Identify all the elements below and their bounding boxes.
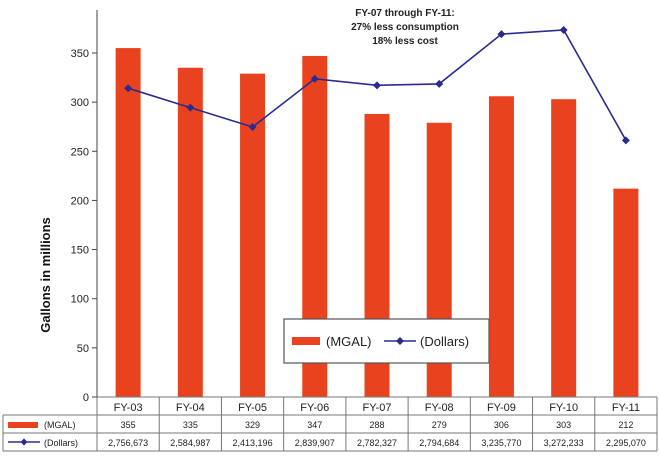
x-tick-label: FY-08	[425, 402, 454, 414]
y-tick-label: 100	[71, 294, 89, 306]
table-cell-mgal: 306	[494, 420, 509, 430]
table-cell-dollars: 2,295,070	[606, 438, 646, 448]
table-row-label-dollars: (Dollars)	[44, 438, 78, 448]
bar-fy-04	[177, 67, 203, 397]
legend: (MGAL) (Dollars)	[283, 318, 490, 364]
table-cell-mgal: 212	[618, 420, 633, 430]
dollars-line	[124, 26, 630, 145]
table-cell-dollars: 2,839,907	[295, 438, 335, 448]
y-tick-label: 50	[77, 343, 89, 355]
annotation-line: 18% less cost	[372, 36, 438, 47]
bar-fy-11	[613, 188, 639, 397]
x-tick-label: FY-09	[487, 402, 516, 414]
bar-fy-03	[115, 48, 141, 397]
x-tick-label: FY-06	[300, 402, 329, 414]
table-cell-mgal: 288	[369, 420, 384, 430]
annotation: FY-07 through FY-11: 27% less consumption…	[351, 8, 459, 47]
y-tick-label: 300	[71, 97, 89, 109]
y-tick-label: 350	[71, 48, 89, 60]
x-tick-label: FY-04	[176, 402, 205, 414]
dollars-marker-fy-05	[248, 123, 257, 131]
dollars-marker-fy-06	[310, 74, 319, 83]
x-tick-label: FY-11	[612, 402, 640, 414]
dollars-marker-fy-08	[435, 79, 444, 88]
legend-marker-dollars	[396, 337, 404, 345]
bar-fy-05	[240, 73, 266, 397]
y-axis-label: Gallons in millions	[38, 217, 53, 333]
annotation-line: FY-07 through FY-11:	[355, 8, 454, 19]
table-row-label-mgal: (MGAL)	[44, 420, 76, 430]
table-cell-mgal: 355	[121, 420, 136, 430]
dollars-marker-fy-07	[373, 81, 381, 90]
x-tick-label: FY-07	[363, 402, 392, 414]
table-cell-mgal: 279	[432, 420, 447, 430]
table-cell-dollars: 2,782,327	[357, 438, 397, 448]
legend-swatch-mgal	[292, 337, 320, 345]
legend-label-dollars: (Dollars)	[420, 334, 469, 349]
dollars-marker-fy-11	[621, 136, 630, 145]
dollars-marker-fy-04	[186, 103, 195, 112]
legend-label-mgal: (MGAL)	[326, 334, 372, 349]
table-cell-mgal: 329	[245, 420, 260, 430]
table-cell-dollars: 2,794,684	[419, 438, 459, 448]
table-cell-dollars: 2,756,673	[108, 438, 148, 448]
table-key-marker-dollars	[20, 438, 28, 446]
table-cell-mgal: 303	[556, 420, 571, 430]
y-tick-label: 150	[71, 245, 89, 257]
table-cell-dollars: 2,584,987	[170, 438, 210, 448]
table-cell-dollars: 2,413,196	[233, 438, 273, 448]
y-tick-label: 0	[83, 392, 89, 404]
dollars-marker-fy-10	[559, 26, 568, 34]
table-key-mgal	[8, 422, 38, 428]
y-tick-label: 250	[71, 146, 89, 158]
y-tick-label: 200	[71, 195, 89, 207]
data-table: FY-03 FY-04 FY-05 FY-06 FY-07 FY-08 FY-09 FY-10…	[2, 396, 658, 452]
table-cell-dollars: 3,235,770	[481, 438, 521, 448]
table-cell-dollars: 3,272,233	[544, 438, 584, 448]
x-tick-label: FY-10	[549, 402, 578, 414]
dollars-marker-fy-09	[497, 30, 506, 39]
bar-fy-09	[488, 96, 514, 397]
table-cell-mgal: 335	[183, 420, 198, 430]
x-tick-label: FY-03	[114, 402, 143, 414]
x-tick-label: FY-05	[238, 402, 267, 414]
table-cell-mgal: 347	[307, 420, 322, 430]
annotation-line: 27% less consumption	[351, 22, 459, 33]
dollars-marker-fy-03	[124, 84, 133, 93]
bar-fy-10	[551, 99, 577, 398]
